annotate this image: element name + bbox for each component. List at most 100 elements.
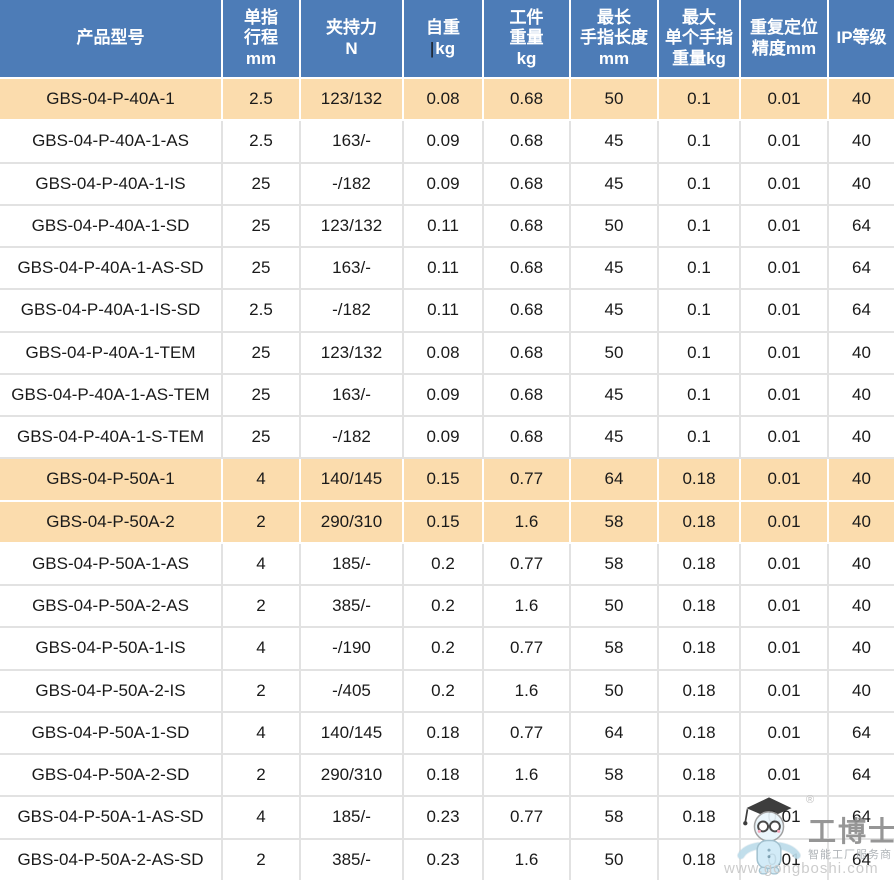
column-header-line: mm <box>598 48 630 68</box>
value-cell-stroke: 4 <box>221 626 301 671</box>
value-cell-max-finger-length: 45 <box>569 288 659 333</box>
value-cell-ip-rating: 40 <box>827 541 894 587</box>
value-cell-max-finger-weight: 0.1 <box>657 330 741 375</box>
model-cell: GBS-04-P-50A-1 <box>0 457 223 502</box>
value-cell-grip-force: -/190 <box>299 626 404 671</box>
value-cell-self-weight: 0.09 <box>402 414 484 460</box>
value-cell-ip-rating: 40 <box>827 583 894 629</box>
table-row: GBS-04-P-50A-1 4 140/145 0.15 0.77 64 0.18 0.01… <box>0 457 894 502</box>
table-row: GBS-04-P-50A-1-IS 4 -/190 0.2 0.77 58 0.18 0.01… <box>0 626 894 671</box>
model-cell: GBS-04-P-40A-1-AS <box>0 119 223 164</box>
column-header-text: kg <box>435 38 456 58</box>
table-row: GBS-04-P-50A-1-AS 4 185/- 0.2 0.77 58 0.18 0.01… <box>0 541 894 587</box>
column-header-line: kg <box>516 48 537 68</box>
column-header-model: 产品型号 <box>0 0 223 79</box>
value-cell-grip-force: -/182 <box>299 161 404 206</box>
value-cell-grip-force: 290/310 <box>299 752 404 798</box>
value-cell-max-finger-length: 58 <box>569 752 659 798</box>
value-cell-max-finger-weight: 0.1 <box>657 203 741 249</box>
value-cell-self-weight: 0.11 <box>402 288 484 333</box>
value-cell-max-finger-weight: 0.18 <box>657 457 741 502</box>
value-cell-ip-rating: 40 <box>827 372 894 418</box>
value-cell-self-weight: 0.09 <box>402 372 484 418</box>
value-cell-self-weight: 0.18 <box>402 752 484 798</box>
value-cell-stroke: 2 <box>221 752 301 798</box>
table-row: GBS-04-P-50A-2-AS 2 385/- 0.2 1.6 50 0.18 0.01 4… <box>0 583 894 629</box>
value-cell-max-finger-weight: 0.18 <box>657 710 741 756</box>
value-cell-grip-force: -/182 <box>299 288 404 333</box>
value-cell-self-weight: 0.2 <box>402 541 484 587</box>
value-cell-max-finger-weight: 0.1 <box>657 119 741 164</box>
value-cell-max-finger-length: 50 <box>569 668 659 713</box>
column-header-line: 产品型号 <box>76 28 145 48</box>
value-cell-grip-force: 185/- <box>299 541 404 587</box>
value-cell-repeatability: 0.01 <box>739 583 829 629</box>
value-cell-self-weight: 0.15 <box>402 499 484 544</box>
value-cell-stroke: 25 <box>221 372 301 418</box>
value-cell-stroke: 25 <box>221 414 301 460</box>
value-cell-workpiece-weight: 0.68 <box>482 330 571 375</box>
column-header-line: 最长 <box>597 8 631 28</box>
column-header-line: mm <box>245 48 277 68</box>
value-cell-grip-force: 123/132 <box>299 76 404 122</box>
column-header-line: 夹持力 <box>326 18 377 38</box>
value-cell-workpiece-weight: 0.68 <box>482 414 571 460</box>
table-row: GBS-04-P-40A-1-AS 2.5 163/- 0.09 0.68 45 0.1 0.… <box>0 119 894 164</box>
value-cell-workpiece-weight: 1.6 <box>482 583 571 629</box>
value-cell-max-finger-weight: 0.1 <box>657 161 741 206</box>
value-cell-max-finger-length: 50 <box>569 837 659 880</box>
value-cell-workpiece-weight: 0.68 <box>482 372 571 418</box>
value-cell-max-finger-length: 64 <box>569 710 659 756</box>
table-row: GBS-04-P-40A-1-SD 25 123/132 0.11 0.68 50 0.1 0… <box>0 203 894 249</box>
value-cell-grip-force: 163/- <box>299 372 404 418</box>
value-cell-ip-rating: 40 <box>827 457 894 502</box>
value-cell-max-finger-length: 50 <box>569 330 659 375</box>
text-caret: | <box>429 38 435 58</box>
value-cell-ip-rating: 64 <box>827 795 894 840</box>
table-row: GBS-04-P-40A-1-S-TEM 25 -/182 0.09 0.68 45 0.1… <box>0 414 894 460</box>
value-cell-stroke: 25 <box>221 245 301 291</box>
column-header-line: 重复定位 <box>750 18 818 38</box>
value-cell-max-finger-weight: 0.18 <box>657 626 741 671</box>
value-cell-max-finger-weight: 0.1 <box>657 245 741 291</box>
value-cell-grip-force: 185/- <box>299 795 404 840</box>
value-cell-max-finger-weight: 0.18 <box>657 837 741 880</box>
value-cell-stroke: 2.5 <box>221 76 301 122</box>
value-cell-max-finger-weight: 0.18 <box>657 499 741 544</box>
value-cell-repeatability: 0.01 <box>739 119 829 164</box>
value-cell-max-finger-length: 45 <box>569 372 659 418</box>
value-cell-grip-force: 163/- <box>299 245 404 291</box>
value-cell-repeatability: 0.01 <box>739 76 829 122</box>
column-header-line: 单指 <box>244 8 278 28</box>
value-cell-max-finger-length: 50 <box>569 583 659 629</box>
value-cell-workpiece-weight: 1.6 <box>482 752 571 798</box>
value-cell-grip-force: 290/310 <box>299 499 404 544</box>
value-cell-max-finger-weight: 0.18 <box>657 668 741 713</box>
table-row: GBS-04-P-40A-1-TEM 25 123/132 0.08 0.68 50 0.1… <box>0 330 894 375</box>
value-cell-repeatability: 0.01 <box>739 710 829 756</box>
value-cell-ip-rating: 40 <box>827 668 894 713</box>
value-cell-repeatability: 0.01 <box>739 795 829 840</box>
column-header-line: 最大 <box>682 8 716 28</box>
value-cell-stroke: 4 <box>221 710 301 756</box>
value-cell-stroke: 25 <box>221 161 301 206</box>
table-row: GBS-04-P-50A-2-SD 2 290/310 0.18 1.6 58 0.18 0.… <box>0 752 894 798</box>
value-cell-max-finger-weight: 0.18 <box>657 541 741 587</box>
value-cell-stroke: 4 <box>221 457 301 502</box>
value-cell-repeatability: 0.01 <box>739 414 829 460</box>
value-cell-ip-rating: 64 <box>827 288 894 333</box>
table-row: GBS-04-P-50A-2-AS-SD 2 385/- 0.23 1.6 50 0.18 0… <box>0 837 894 880</box>
model-cell: GBS-04-P-50A-1-AS <box>0 541 223 587</box>
model-cell: GBS-04-P-50A-2-SD <box>0 752 223 798</box>
value-cell-stroke: 2.5 <box>221 119 301 164</box>
value-cell-ip-rating: 40 <box>827 330 894 375</box>
header-row: 产品型号 单指 行程 mm 夹持力 N 自重 |kg 工件 重量 kg 最长 手指长度 mm 最大 单个手指重… <box>0 0 894 79</box>
value-cell-repeatability: 0.01 <box>739 541 829 587</box>
value-cell-repeatability: 0.01 <box>739 288 829 333</box>
value-cell-repeatability: 0.01 <box>739 499 829 544</box>
value-cell-max-finger-length: 58 <box>569 795 659 840</box>
value-cell-ip-rating: 64 <box>827 245 894 291</box>
model-cell: GBS-04-P-50A-1-IS <box>0 626 223 671</box>
value-cell-ip-rating: 40 <box>827 499 894 544</box>
model-cell: GBS-04-P-50A-1-AS-SD <box>0 795 223 840</box>
